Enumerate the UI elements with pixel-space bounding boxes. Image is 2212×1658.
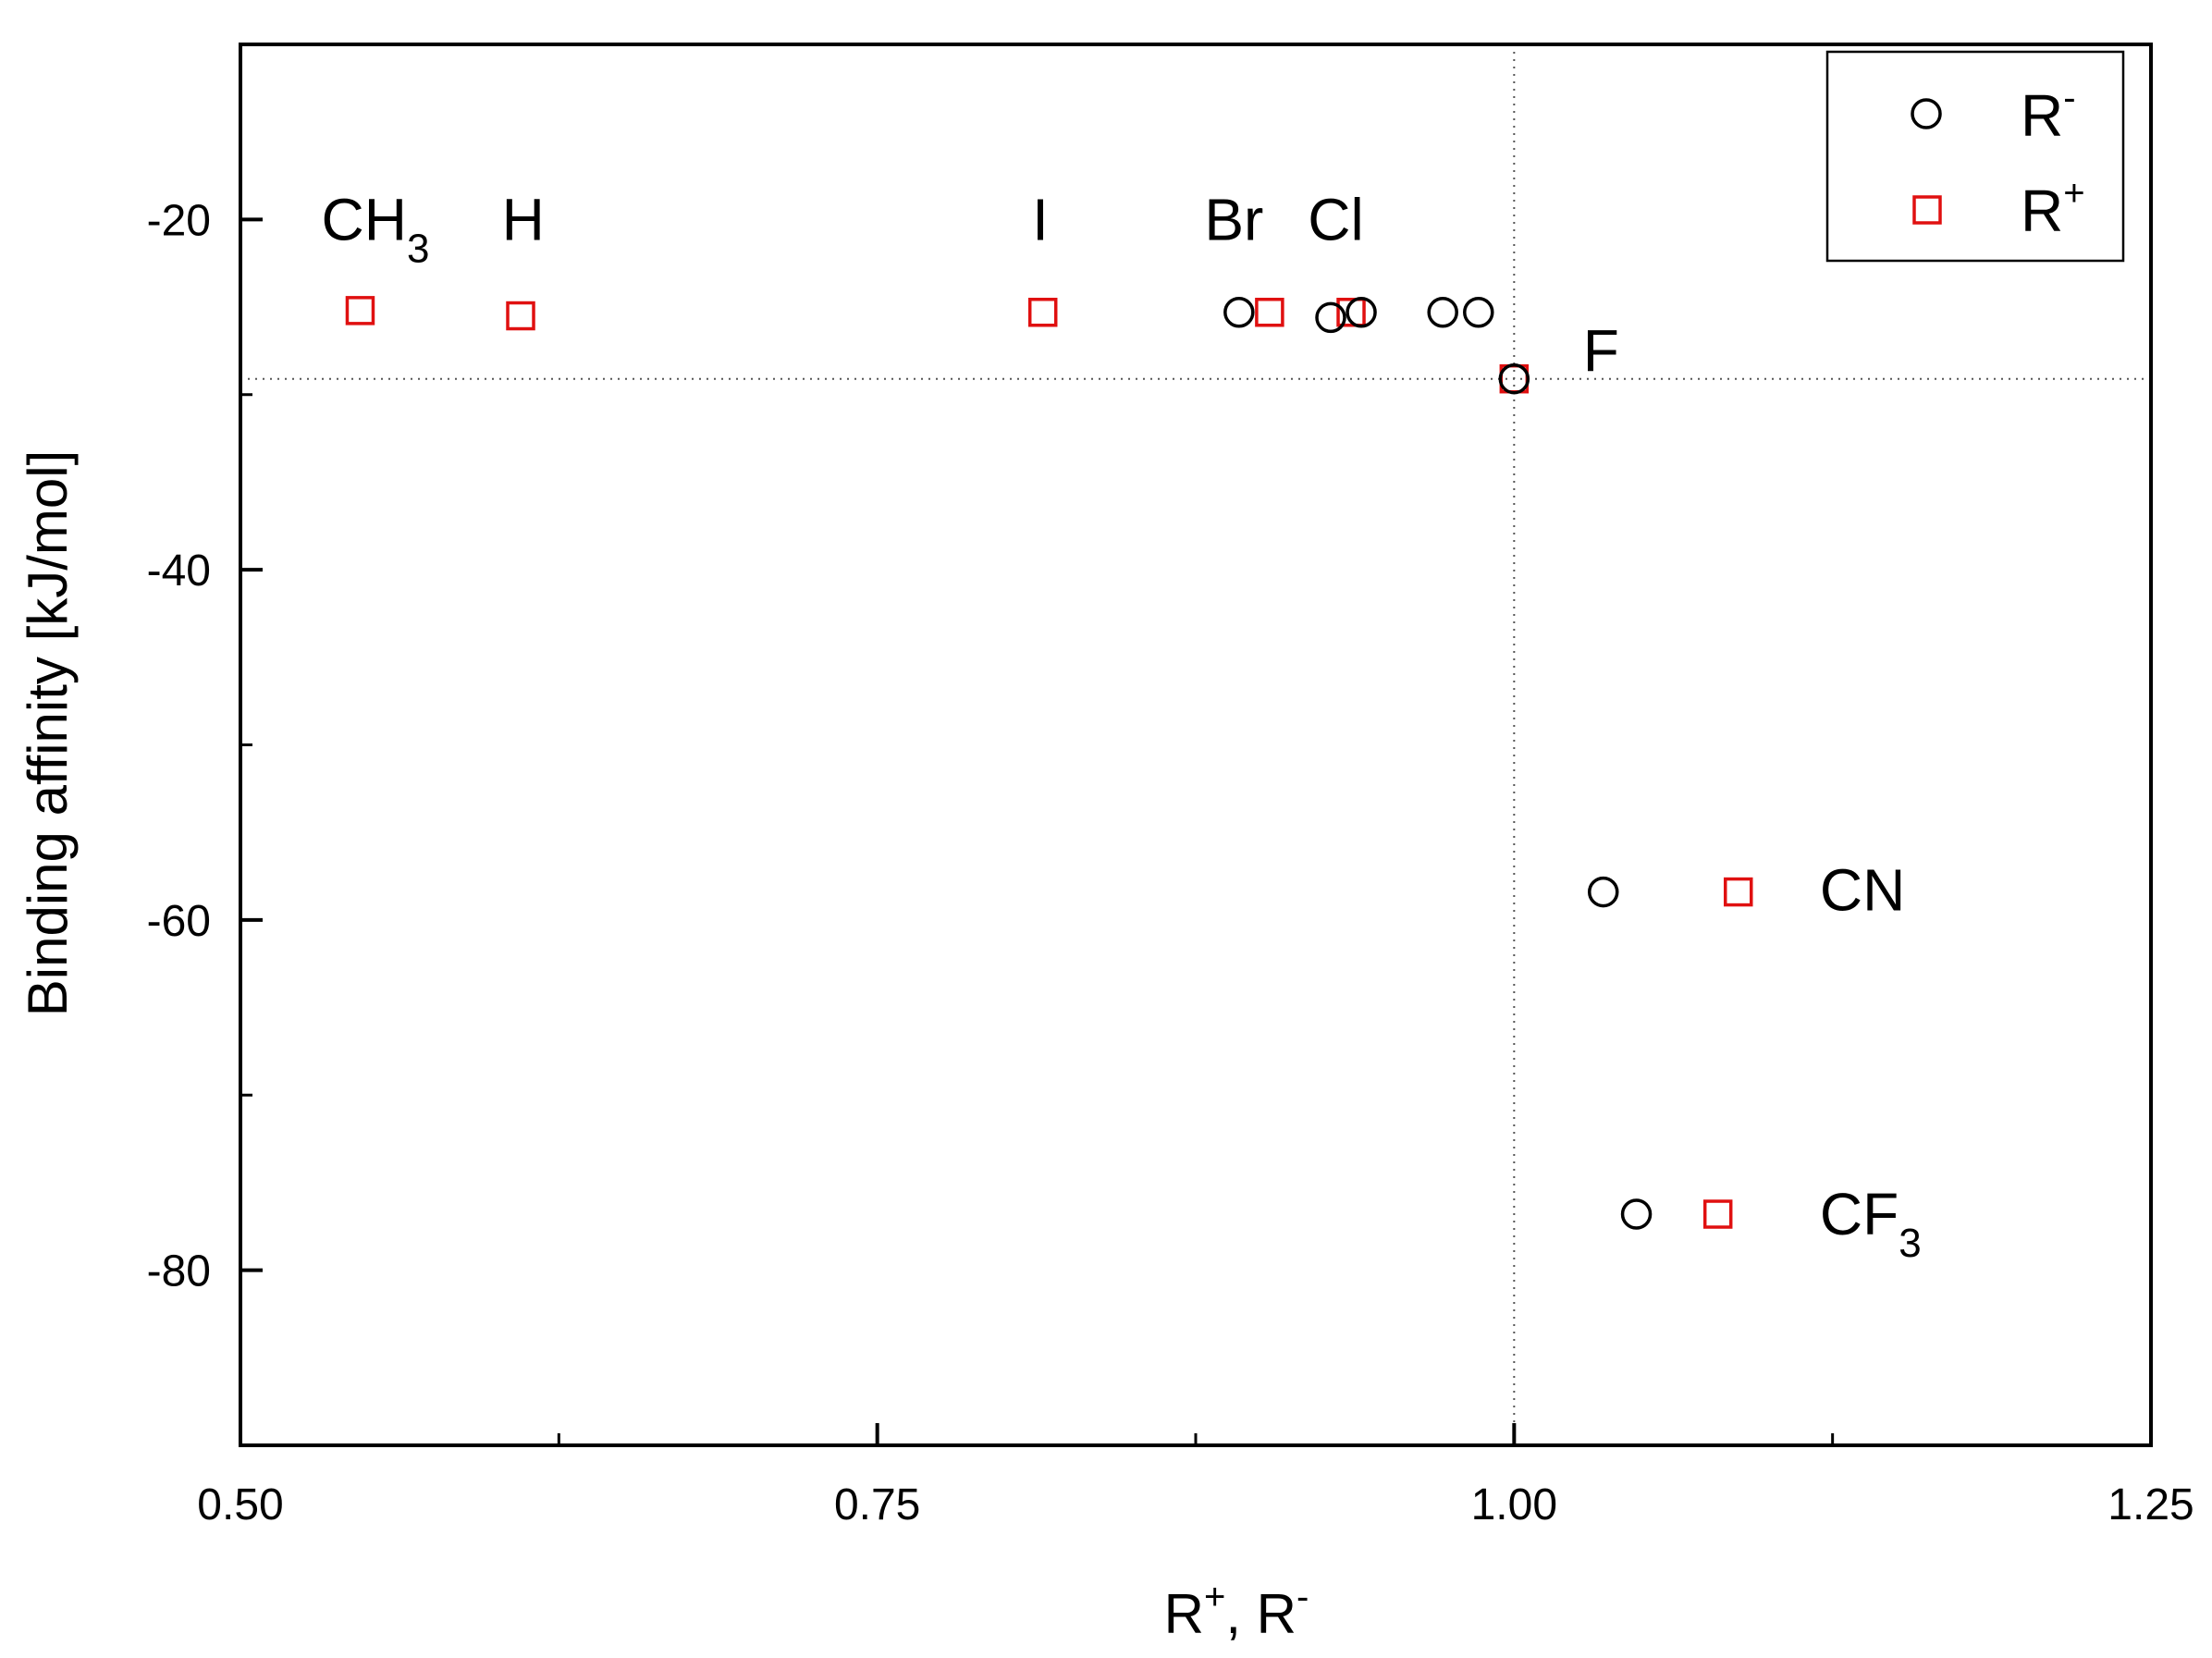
y-tick-label: -80 [147, 1247, 211, 1296]
r-plus-point [345, 296, 375, 325]
point-label: H [502, 186, 545, 252]
y-tick-label: -40 [147, 547, 211, 596]
r-minus-point [1315, 301, 1346, 334]
point-label: F [1583, 317, 1619, 384]
point-label: Br [1204, 186, 1263, 252]
legend-marker-circle-icon [1911, 98, 1942, 129]
x-axis-title-plus-sign: + [1204, 1577, 1225, 1617]
r-minus-point [1463, 296, 1494, 328]
r-minus-point [1427, 296, 1458, 328]
r-plus-point [506, 301, 535, 331]
point-label: I [1032, 186, 1049, 252]
x-axis-title-minus-sign: - [1296, 1577, 1309, 1617]
x-tick-label: 0.50 [197, 1480, 283, 1529]
r-minus-point [1346, 296, 1377, 328]
legend: R- R+ [1825, 50, 2125, 263]
r-minus-point [1223, 296, 1255, 328]
x-axis-title: R+, R- [1164, 1577, 1309, 1645]
y-axis-title: Binding affinity [kJ/mol] [17, 450, 79, 1017]
point-label: Cl [1308, 186, 1363, 252]
r-plus-point [1723, 877, 1753, 907]
r-minus-point [1620, 1198, 1653, 1230]
legend-label-r-minus: R- [2021, 78, 2076, 149]
x-tick-label: 1.00 [1471, 1480, 1557, 1529]
x-tick-label: 1.25 [2108, 1480, 2194, 1529]
r-plus-point [1027, 297, 1058, 327]
axis-ticks: 0.50 0.75 1.00 1.25 -20 -40 -60 -80 [147, 196, 2194, 1529]
point-label: CF3 [1820, 1181, 1922, 1266]
legend-label-r-plus: R+ [2021, 173, 2085, 244]
r-minus-point [1498, 362, 1530, 395]
r-plus-point [1702, 1199, 1733, 1229]
r-plus-point [1336, 297, 1366, 327]
legend-box [1825, 50, 2125, 263]
point-label: CH3 [322, 186, 430, 271]
point-annotations: CH3 H I Br Cl F CN CF3 [322, 186, 1922, 1266]
x-axis-title-r-plus: R [1164, 1583, 1204, 1645]
x-tick-label: 0.75 [834, 1480, 920, 1529]
data-markers [345, 296, 1753, 1230]
r-minus-point [1587, 876, 1619, 908]
point-label: CN [1820, 857, 1905, 924]
legend-marker-square-icon [1912, 195, 1942, 225]
y-tick-label: -20 [147, 196, 211, 245]
reference-lines [240, 44, 2151, 1445]
x-axis-title-r-minus: , R [1225, 1583, 1296, 1645]
r-plus-point [1255, 297, 1284, 327]
y-tick-label: -60 [147, 897, 211, 946]
